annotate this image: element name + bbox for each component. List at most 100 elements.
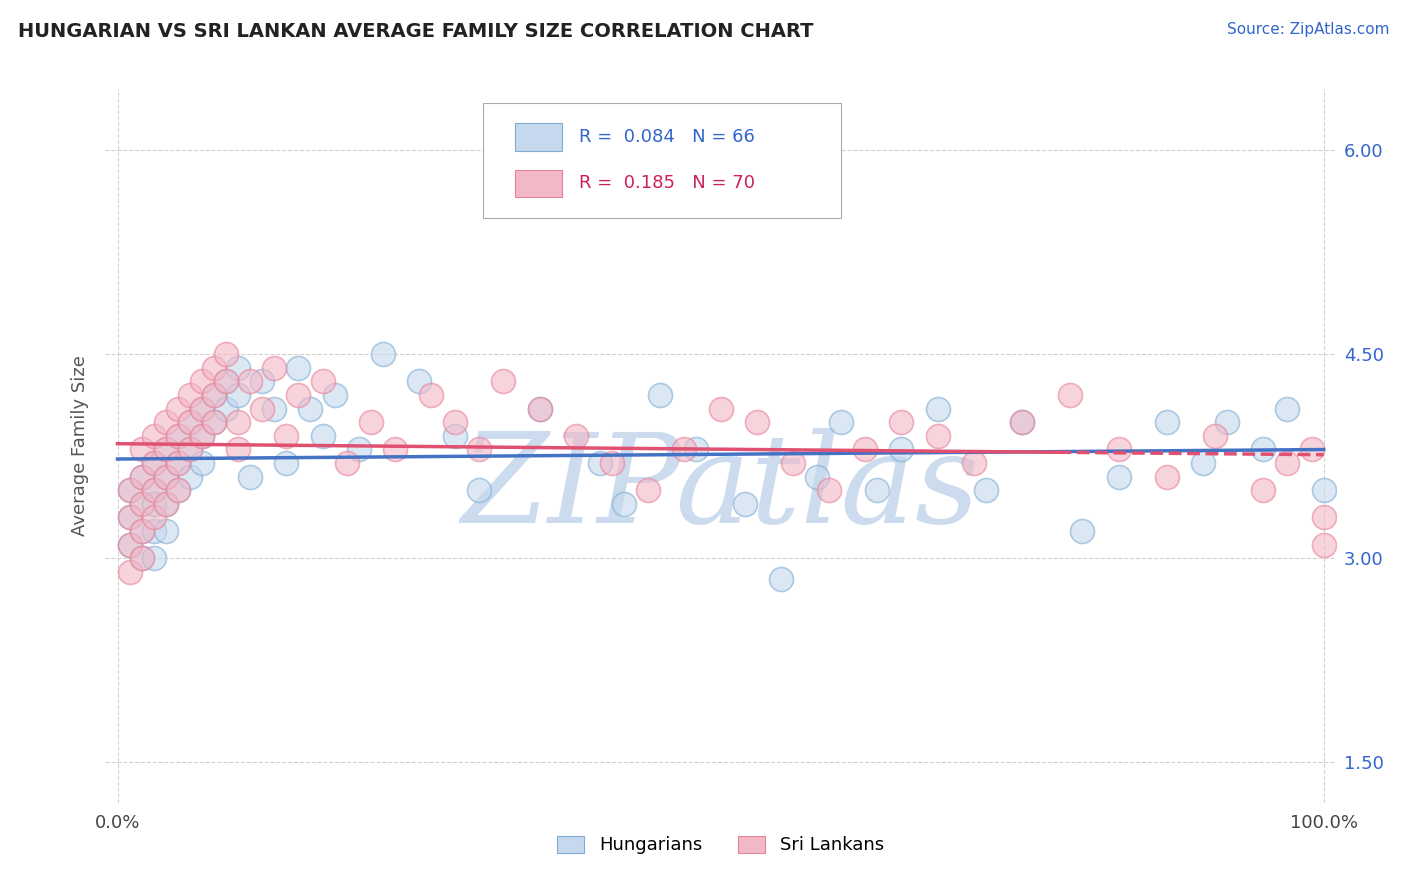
Point [1059, 388, 1081, 402]
Point [468, 442, 491, 457]
Point [734, 497, 756, 511]
Point [155, 442, 177, 457]
Point [202, 360, 225, 375]
Point [131, 551, 153, 566]
Point [287, 388, 309, 402]
Point [1277, 401, 1299, 416]
Point [179, 388, 201, 402]
Point [818, 483, 841, 498]
Point [673, 442, 696, 457]
Point [1204, 429, 1226, 443]
Point [131, 524, 153, 538]
Point [142, 483, 165, 498]
Point [226, 442, 249, 457]
Point [118, 565, 141, 579]
Point [927, 429, 949, 443]
Point [142, 497, 165, 511]
Point [226, 415, 249, 429]
Point [142, 456, 165, 470]
Point [179, 415, 201, 429]
Point [118, 483, 141, 498]
Text: Source: ZipAtlas.com: Source: ZipAtlas.com [1226, 22, 1389, 37]
Point [444, 415, 467, 429]
Point [191, 375, 214, 389]
Point [202, 388, 225, 402]
Point [142, 429, 165, 443]
Point [131, 469, 153, 483]
Point [1216, 415, 1239, 429]
Point [1108, 442, 1130, 457]
Legend: Hungarians, Sri Lankans: Hungarians, Sri Lankans [550, 829, 891, 862]
Point [239, 469, 262, 483]
Point [963, 456, 986, 470]
Point [191, 429, 214, 443]
Point [709, 401, 731, 416]
Point [179, 442, 201, 457]
Point [1253, 483, 1275, 498]
Point [142, 551, 165, 566]
Point [1108, 469, 1130, 483]
Point [191, 456, 214, 470]
Point [468, 483, 491, 498]
Point [384, 442, 406, 457]
Point [1301, 442, 1323, 457]
Point [252, 401, 274, 416]
Point [166, 429, 188, 443]
Point [131, 551, 153, 566]
Point [311, 429, 333, 443]
Point [155, 442, 177, 457]
Point [202, 388, 225, 402]
Point [215, 375, 238, 389]
Point [215, 375, 238, 389]
Point [142, 524, 165, 538]
Point [202, 415, 225, 429]
Point [276, 429, 298, 443]
Point [155, 469, 177, 483]
Point [166, 483, 188, 498]
Point [155, 497, 177, 511]
Point [444, 429, 467, 443]
Point [155, 497, 177, 511]
Point [360, 415, 382, 429]
Point [155, 469, 177, 483]
Point [166, 456, 188, 470]
Point [299, 401, 322, 416]
Point [226, 388, 249, 402]
Point [252, 375, 274, 389]
Point [529, 401, 551, 416]
Point [650, 388, 672, 402]
Text: R =  0.185   N = 70: R = 0.185 N = 70 [579, 175, 755, 193]
Point [371, 347, 394, 361]
Point [155, 524, 177, 538]
Point [131, 469, 153, 483]
Point [118, 510, 141, 524]
Point [853, 442, 876, 457]
Point [927, 401, 949, 416]
Point [830, 415, 852, 429]
Point [1312, 483, 1334, 498]
FancyBboxPatch shape [515, 169, 562, 197]
Point [155, 415, 177, 429]
Point [1156, 415, 1178, 429]
FancyBboxPatch shape [484, 103, 841, 218]
Point [782, 456, 804, 470]
Point [166, 456, 188, 470]
Point [166, 483, 188, 498]
Point [191, 401, 214, 416]
Point [311, 375, 333, 389]
Point [1277, 456, 1299, 470]
Point [131, 497, 153, 511]
Point [179, 442, 201, 457]
Point [420, 388, 443, 402]
Point [179, 415, 201, 429]
Point [191, 401, 214, 416]
Point [408, 375, 430, 389]
Point [347, 442, 370, 457]
Point [118, 483, 141, 498]
Point [1071, 524, 1094, 538]
Point [142, 456, 165, 470]
Point [287, 360, 309, 375]
Point [215, 401, 238, 416]
Point [131, 442, 153, 457]
Point [613, 497, 636, 511]
